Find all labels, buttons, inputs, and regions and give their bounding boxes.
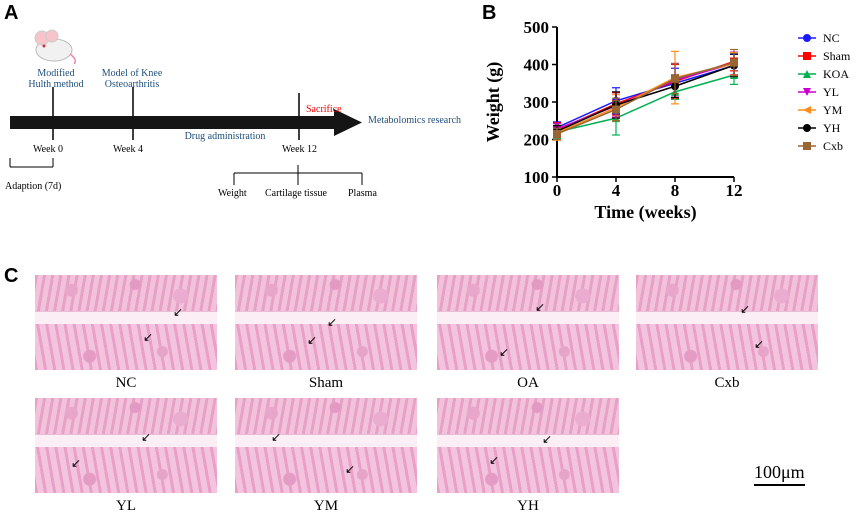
model-label: Model of Knee (101, 68, 163, 79)
histology-image: ↙ ↙ (636, 275, 818, 370)
arrow-icon: ↙ (327, 315, 338, 329)
histology-label: Sham (308, 375, 344, 391)
data-point (803, 34, 811, 42)
y-tick-label: 100 (524, 168, 550, 187)
arrow-icon: ↙ (141, 430, 152, 444)
arrow-icon: ↙ (542, 432, 553, 446)
data-point (803, 52, 811, 60)
weight-label: Weight (218, 188, 247, 199)
weight-chart: 100 200 300 400 500 0 4 8 12 Time (weeks) Weight (… (483, 18, 851, 223)
week4-label: Week 4 (113, 144, 144, 155)
histology-image: ↙ ↙ (235, 275, 417, 370)
data-point (803, 142, 811, 150)
arrow-icon: ↙ (143, 330, 154, 344)
sacrifice-label: Sacrifice (306, 104, 342, 115)
metabolomics-label: Metabolomics research (368, 115, 462, 126)
mouse-icon (34, 29, 77, 64)
series-line (556, 74, 735, 133)
arrow-icon: ↙ (345, 462, 356, 476)
arrow-icon: ↙ (740, 302, 751, 316)
arrow-icon: ↙ (307, 333, 318, 347)
histology-image: ↙ ↙ (437, 275, 619, 370)
arrow-icon: ↙ (71, 456, 82, 470)
data-point (803, 88, 811, 96)
data-point (803, 124, 811, 132)
histology-image: ↙ ↙ (35, 275, 217, 370)
adaption-label: Adaption (7d) (5, 181, 62, 192)
panel-letter-c: C (4, 265, 19, 287)
cartilage-label: Cartilage tissue (265, 188, 327, 199)
histology-image: ↙ ↙ (35, 398, 217, 493)
y-tick-label: 400 (524, 56, 550, 75)
arrow-icon: ↙ (499, 345, 510, 359)
panel-letter-b: B (482, 2, 497, 24)
series-cxb (553, 48, 738, 141)
legend-label: YL (823, 85, 839, 99)
histology-label: YL (116, 498, 136, 514)
x-tick-label: 0 (553, 181, 562, 200)
series-koa (553, 65, 738, 140)
data-point (671, 74, 679, 83)
x-tick-label: 8 (671, 181, 680, 200)
modified-label: Modified (37, 68, 75, 79)
arrow-icon: ↙ (535, 300, 546, 314)
legend-label: KOA (823, 67, 849, 81)
histology-label: NC (115, 375, 137, 391)
histology-label: YH (517, 498, 539, 514)
arrow-icon: ↙ (489, 453, 500, 467)
data-point (803, 106, 811, 114)
timeline-arrow (9, 87, 363, 185)
data-point (803, 70, 811, 78)
plasma-label: Plasma (348, 188, 377, 199)
series-line (556, 64, 735, 132)
data-point (612, 105, 620, 114)
panel-letter-a: A (4, 2, 19, 24)
arrow-icon: ↙ (271, 430, 282, 444)
arrow-icon: ↙ (173, 305, 184, 319)
drug-label: Drug administration (184, 131, 266, 142)
histology-label: Cxb (714, 375, 740, 391)
scale-bar: 100μm (754, 462, 805, 486)
week0-label: Week 0 (33, 144, 64, 155)
arrow-icon: ↙ (754, 337, 765, 351)
legend-label: Sham (823, 49, 851, 63)
legend-label: Cxb (823, 139, 843, 153)
y-tick-label: 500 (524, 18, 550, 37)
histology-label: OA (517, 375, 539, 391)
legend-label: YH (823, 121, 841, 135)
series-line (556, 61, 735, 135)
y-tick-label: 300 (524, 93, 550, 112)
legend-label: YM (823, 103, 843, 117)
histology-image: ↙ ↙ (235, 398, 417, 493)
week12-label: Week 12 (282, 144, 318, 155)
histology-image: ↙ ↙ (437, 398, 619, 493)
y-axis-title: Weight (g) (483, 62, 504, 143)
legend-label: NC (823, 31, 840, 45)
histology-label: YM (313, 498, 339, 514)
data-point (730, 58, 738, 67)
data-point (553, 129, 561, 138)
oa-label: Osteoarthritis (104, 79, 160, 90)
y-tick-label: 200 (524, 131, 550, 150)
x-tick-label: 12 (726, 181, 743, 200)
x-axis-title: Time (weeks) (594, 202, 696, 223)
x-tick-label: 4 (612, 181, 621, 200)
hulth-label: Hulth method (28, 79, 84, 90)
